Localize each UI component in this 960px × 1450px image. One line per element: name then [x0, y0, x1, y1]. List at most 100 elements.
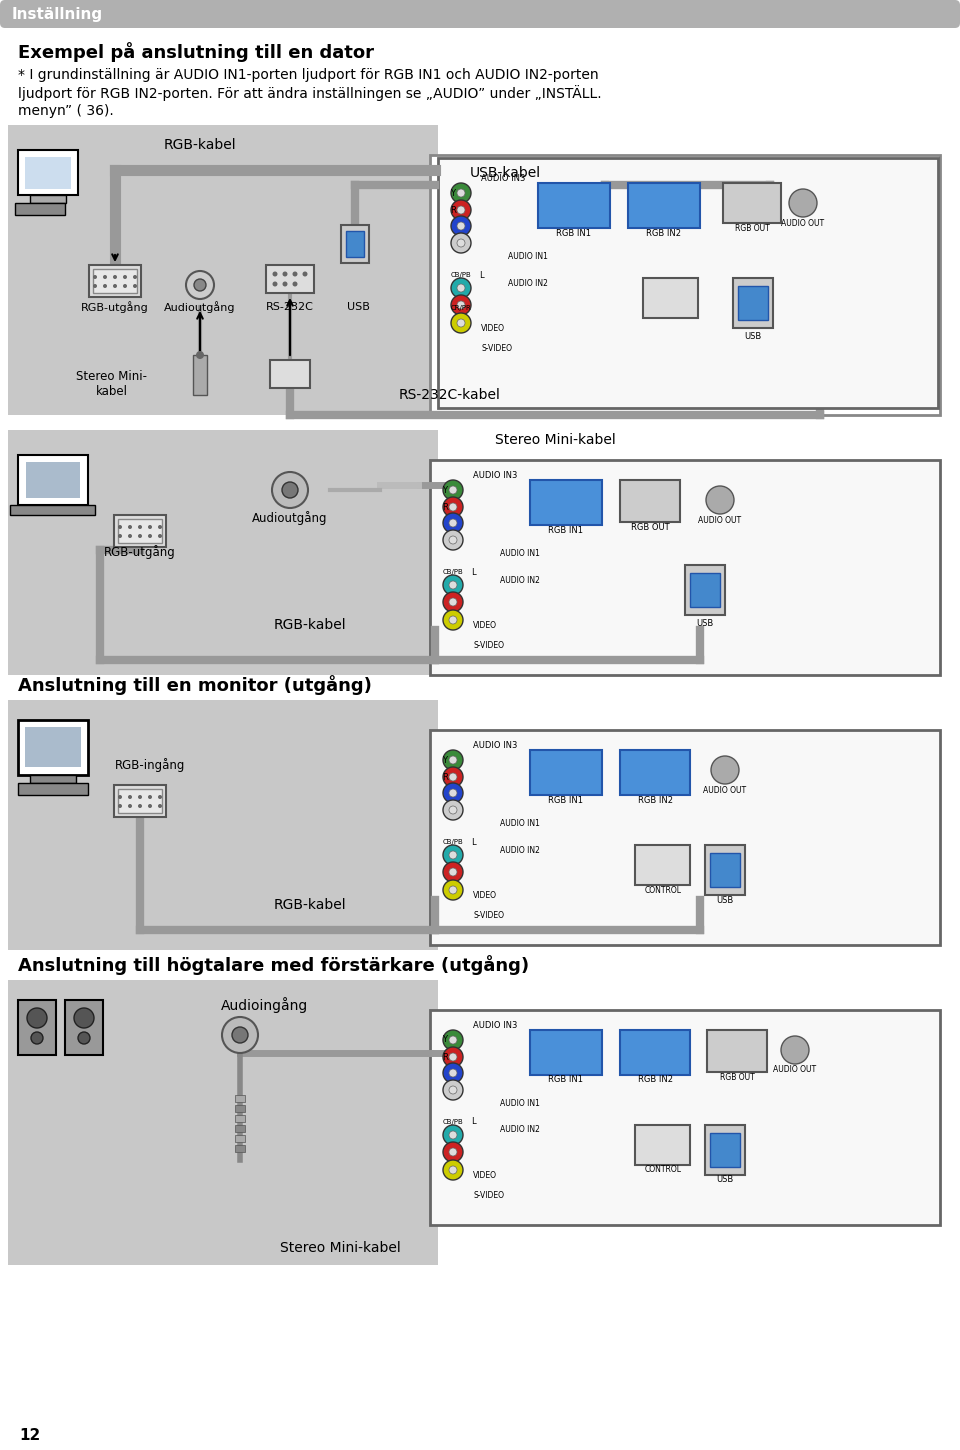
Bar	[705, 1125, 745, 1174]
Circle shape	[449, 503, 457, 510]
Circle shape	[449, 886, 457, 895]
Bar	[18, 721, 88, 774]
Text: CB/PB: CB/PB	[443, 840, 464, 845]
Text: S-VIDEO: S-VIDEO	[473, 641, 504, 650]
Text: VIDEO: VIDEO	[481, 323, 505, 332]
Circle shape	[118, 534, 122, 538]
Text: RGB-utgång: RGB-utgång	[104, 545, 176, 560]
Text: RGB-ingång: RGB-ingång	[115, 758, 185, 771]
Circle shape	[449, 486, 457, 494]
Circle shape	[457, 206, 465, 215]
Circle shape	[781, 1035, 809, 1064]
Circle shape	[133, 284, 137, 289]
Text: RGB IN1: RGB IN1	[557, 229, 591, 238]
Circle shape	[282, 281, 287, 287]
Circle shape	[158, 803, 162, 808]
Text: RS-232C: RS-232C	[266, 302, 314, 312]
Circle shape	[449, 1035, 457, 1044]
Circle shape	[706, 486, 734, 513]
Circle shape	[443, 513, 463, 534]
Circle shape	[443, 845, 463, 866]
Bar	[738, 286, 768, 320]
Circle shape	[443, 861, 463, 882]
Text: L: L	[479, 271, 483, 280]
Circle shape	[449, 806, 457, 813]
Text: AUDIO OUT: AUDIO OUT	[704, 786, 747, 795]
Text: USB-kabel: USB-kabel	[469, 165, 540, 180]
Text: USB: USB	[347, 302, 370, 312]
Text: RGB OUT: RGB OUT	[734, 223, 769, 232]
Bar	[530, 480, 602, 525]
Bar	[690, 573, 720, 608]
Bar	[25, 157, 71, 188]
Text: CONTROL: CONTROL	[644, 886, 682, 895]
Bar	[8, 700, 438, 950]
Circle shape	[138, 795, 142, 799]
Circle shape	[113, 284, 117, 289]
Text: RGB-kabel: RGB-kabel	[164, 138, 236, 152]
Text: RGB-utgång: RGB-utgång	[82, 302, 149, 313]
Circle shape	[451, 183, 471, 203]
Circle shape	[443, 767, 463, 787]
Bar	[430, 729, 940, 945]
Bar	[15, 203, 65, 215]
Circle shape	[457, 284, 465, 291]
Text: VIDEO: VIDEO	[473, 621, 497, 629]
Bar	[438, 158, 938, 407]
Circle shape	[789, 188, 817, 218]
Circle shape	[711, 755, 739, 784]
Circle shape	[118, 803, 122, 808]
Circle shape	[133, 276, 137, 278]
Bar	[530, 750, 602, 795]
Text: Anslutning till högtalare med förstärkare (utgång): Anslutning till högtalare med förstärkar…	[18, 956, 529, 974]
Text: USB: USB	[716, 896, 733, 905]
Text: Anslutning till en monitor (utgång): Anslutning till en monitor (utgång)	[18, 676, 372, 695]
Text: RGB IN1: RGB IN1	[548, 525, 584, 535]
Bar	[710, 1132, 740, 1167]
Text: L: L	[470, 1118, 475, 1127]
Text: USB: USB	[716, 1176, 733, 1185]
Bar	[266, 265, 314, 293]
Text: CB/PB: CB/PB	[451, 273, 471, 278]
Bar	[270, 360, 310, 389]
Text: AUDIO IN3: AUDIO IN3	[473, 470, 517, 480]
Text: S-VIDEO: S-VIDEO	[481, 344, 512, 352]
Circle shape	[128, 803, 132, 808]
Circle shape	[449, 773, 457, 782]
Circle shape	[443, 1080, 463, 1101]
Bar	[26, 463, 80, 497]
Circle shape	[457, 302, 465, 309]
Text: AUDIO IN1: AUDIO IN1	[500, 1099, 540, 1108]
Circle shape	[293, 271, 298, 277]
Circle shape	[128, 525, 132, 529]
Circle shape	[443, 592, 463, 612]
Circle shape	[293, 281, 298, 287]
Circle shape	[449, 1086, 457, 1093]
Bar	[118, 519, 162, 542]
Text: * I grundinställning är AUDIO IN1-porten ljudport för RGB IN1 och AUDIO IN2-port: * I grundinställning är AUDIO IN1-porten…	[18, 68, 599, 83]
Circle shape	[148, 534, 152, 538]
Bar	[635, 1125, 690, 1164]
Text: Audioutgång: Audioutgång	[252, 510, 327, 525]
Circle shape	[443, 497, 463, 518]
Bar	[538, 183, 610, 228]
Circle shape	[443, 880, 463, 900]
Text: AUDIO IN3: AUDIO IN3	[481, 174, 525, 183]
Bar	[30, 194, 66, 203]
Text: CB/PB: CB/PB	[443, 568, 464, 576]
Text: CONTROL: CONTROL	[644, 1166, 682, 1175]
Text: RS-232C-kabel: RS-232C-kabel	[399, 389, 501, 402]
Text: R: R	[442, 503, 448, 512]
Circle shape	[457, 222, 465, 231]
Text: RGB IN1: RGB IN1	[548, 796, 584, 805]
Bar	[65, 1000, 103, 1056]
Circle shape	[451, 216, 471, 236]
Text: Inställning: Inställning	[12, 6, 103, 22]
Bar	[733, 278, 773, 328]
Circle shape	[103, 276, 107, 278]
Text: AUDIO IN2: AUDIO IN2	[500, 1125, 540, 1134]
Bar	[18, 455, 88, 505]
Circle shape	[449, 519, 457, 526]
Circle shape	[449, 1069, 457, 1077]
Circle shape	[128, 534, 132, 538]
